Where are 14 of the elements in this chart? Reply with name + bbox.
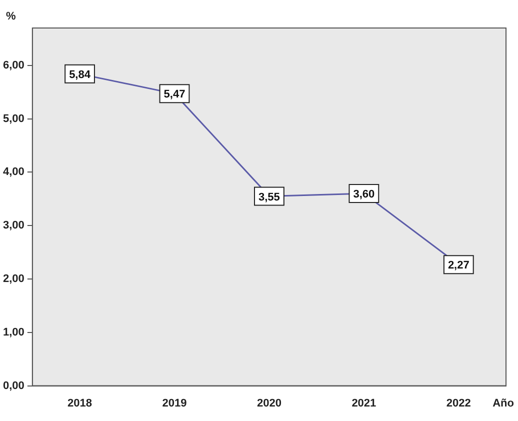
x-tick-label: 2021 (352, 397, 376, 410)
x-axis-title: Año (492, 397, 514, 410)
y-tick-label: 5,00 (2, 112, 24, 125)
y-tick-label: 1,00 (2, 326, 24, 338)
y-tick-label: 6,00 (2, 59, 24, 72)
y-tick-label: 4,00 (2, 166, 24, 178)
x-tick-label: 2018 (68, 397, 92, 410)
x-tick-label: 2019 (162, 397, 187, 410)
x-tick-label: 2022 (446, 397, 471, 410)
y-tick-label: 2,00 (2, 273, 24, 286)
y-tick-label: 3,00 (2, 220, 24, 232)
y-axis-title: % (6, 10, 16, 23)
y-tick-label: 0,00 (2, 380, 24, 392)
x-tick-label: 2020 (256, 397, 282, 410)
